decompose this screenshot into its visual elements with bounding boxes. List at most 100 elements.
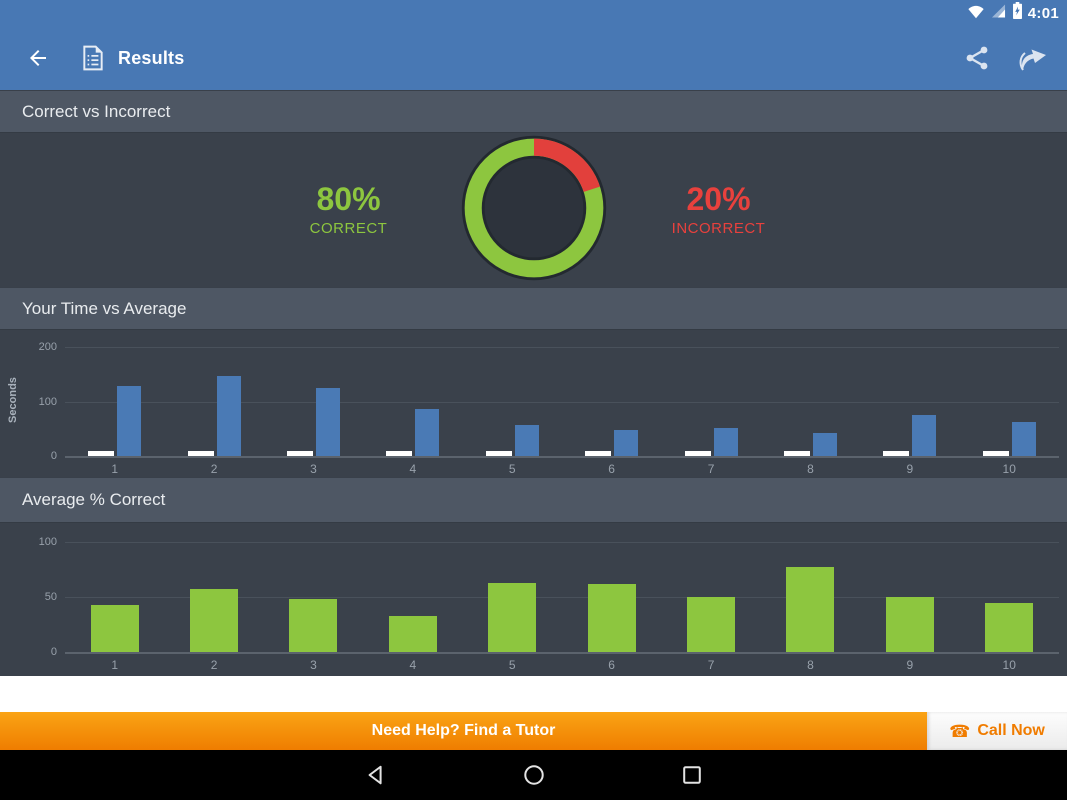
x-tick-label: 9	[906, 658, 914, 672]
average-bar	[812, 432, 837, 456]
bar-group	[190, 589, 239, 652]
x-tick-label: 8	[807, 658, 814, 672]
y-tick-label: 200	[38, 341, 57, 353]
correct-incorrect-panel: 80% CORRECT 20% INCORRECT	[0, 133, 1067, 287]
y-tick-label: 0	[50, 450, 57, 462]
your-time-bar	[883, 450, 910, 456]
bar-group	[488, 582, 537, 652]
back-arrow-icon[interactable]	[26, 46, 50, 70]
x-tick-label: 1	[111, 462, 119, 476]
battery-charging-icon	[1012, 2, 1023, 24]
find-tutor-button[interactable]: Need Help? Find a Tutor	[0, 712, 927, 750]
y-tick-label: 50	[44, 591, 57, 603]
x-tick-label: 9	[906, 462, 914, 476]
your-time-bar	[187, 450, 214, 456]
correct-label: CORRECT	[309, 220, 388, 238]
forward-arrow-icon[interactable]	[1015, 43, 1049, 73]
bar-group	[786, 567, 835, 652]
your-time-bar	[684, 450, 711, 456]
android-nav-bar	[0, 750, 1067, 800]
incorrect-stat: 20% INCORRECT	[644, 182, 794, 238]
x-axis-labels: 1 2 3 4 5 6 7 8 9 10	[65, 462, 1059, 476]
x-tick-label: 10	[1002, 658, 1016, 672]
average-bar	[315, 387, 340, 456]
cell-signal-icon	[990, 3, 1007, 24]
content-bottom-gap	[0, 676, 1067, 712]
x-tick-label: 6	[608, 658, 615, 672]
your-time-bar	[585, 450, 612, 456]
your-time-bar	[88, 450, 115, 456]
bar-group	[388, 615, 437, 652]
x-tick-label: 8	[807, 462, 814, 476]
gridline	[65, 542, 1059, 543]
section-title: Correct vs Incorrect	[22, 101, 171, 121]
average-correct-bar	[985, 602, 1034, 652]
share-icon[interactable]	[965, 45, 989, 71]
call-now-label: Call Now	[977, 722, 1045, 739]
average-correct-chart: 0 50 100 1 2 3 4 5 6 7 8 9 10	[0, 523, 1067, 676]
gridline	[65, 597, 1059, 598]
bar-group	[88, 386, 142, 456]
bar-group	[90, 604, 139, 652]
bar-group	[684, 427, 738, 456]
section-header-correct-vs-incorrect: Correct vs Incorrect	[0, 90, 1067, 133]
average-correct-bar	[786, 567, 835, 652]
document-icon	[82, 45, 104, 71]
average-bar	[514, 424, 539, 456]
plot-area	[65, 542, 1059, 654]
x-tick-label: 4	[409, 462, 417, 476]
x-tick-label: 2	[210, 658, 218, 672]
gridline	[65, 347, 1059, 348]
y-tick-label: 100	[38, 536, 57, 548]
bar-group	[883, 414, 937, 456]
call-now-button[interactable]: ☎ Call Now	[927, 712, 1067, 750]
x-axis-labels: 1 2 3 4 5 6 7 8 9 10	[65, 658, 1059, 672]
bar-group	[386, 408, 440, 456]
average-correct-bar	[388, 615, 437, 652]
average-correct-bar	[488, 582, 537, 652]
correct-percentage: 80%	[316, 180, 381, 217]
section-title: Average % Correct	[22, 490, 166, 509]
bar-group	[985, 602, 1034, 652]
bar-group	[289, 599, 338, 652]
gridline	[65, 652, 1059, 654]
bar-group	[187, 376, 241, 456]
bar-group	[485, 424, 539, 456]
average-correct-bar	[289, 599, 338, 652]
your-time-bar	[982, 450, 1009, 456]
top-bar: 4:01 Results	[0, 0, 1067, 90]
recents-square-icon[interactable]	[668, 751, 716, 799]
bar-group	[286, 387, 340, 456]
phone-icon: ☎	[949, 721, 971, 741]
average-bar	[117, 386, 142, 456]
x-tick-label: 3	[310, 658, 317, 672]
correct-stat: 80% CORRECT	[274, 180, 424, 238]
back-triangle-icon[interactable]	[352, 751, 400, 799]
average-correct-bar	[190, 589, 239, 652]
x-tick-label: 10	[1002, 462, 1016, 476]
x-tick-label: 5	[508, 462, 516, 476]
y-axis-label: Seconds	[7, 376, 19, 423]
average-bar	[216, 376, 241, 456]
bar-group	[585, 430, 639, 456]
clock-time: 4:01	[1027, 4, 1059, 22]
section-header-time-vs-average: Your Time vs Average	[0, 287, 1067, 330]
status-bar: 4:01	[967, 0, 1059, 26]
y-tick-label: 100	[38, 395, 57, 408]
wifi-icon	[967, 3, 985, 24]
gridline	[65, 401, 1059, 403]
bar-group	[982, 421, 1036, 456]
page-title: Results	[118, 47, 185, 68]
home-circle-icon[interactable]	[510, 751, 558, 799]
donut-chart	[458, 132, 610, 289]
your-time-bar	[783, 450, 810, 456]
average-correct-bar	[587, 583, 636, 652]
x-tick-label: 7	[707, 658, 715, 672]
x-tick-label: 3	[310, 462, 317, 476]
incorrect-label: INCORRECT	[671, 220, 766, 238]
x-tick-label: 5	[508, 658, 516, 672]
your-time-bar	[286, 450, 313, 456]
average-correct-bar	[885, 597, 934, 652]
average-bar	[912, 414, 937, 456]
